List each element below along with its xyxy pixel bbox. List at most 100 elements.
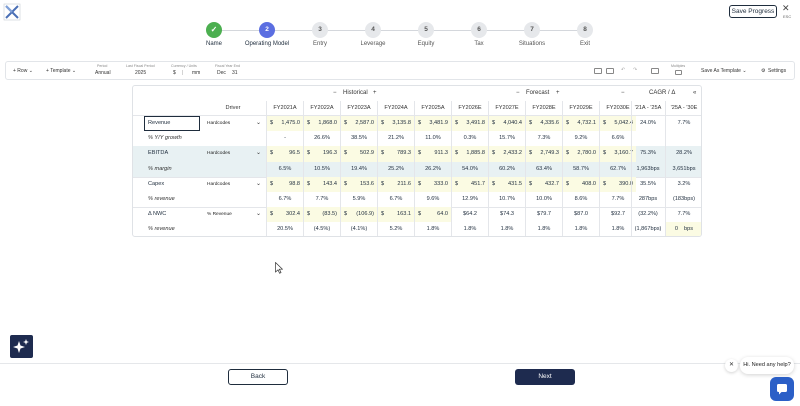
help-message[interactable]: Hi. Need any help? [740, 357, 794, 374]
save-progress-button[interactable]: Save Progress [729, 5, 777, 18]
value-cell[interactable]: $1,475.0 [267, 116, 303, 132]
value-cell[interactable]: $431.5 [489, 176, 525, 192]
value-cell[interactable]: $333.0 [415, 176, 451, 192]
ai-assist-button[interactable] [10, 335, 33, 358]
driver-select[interactable]: Hardcodes [207, 151, 231, 157]
app-logo-icon[interactable] [3, 3, 21, 21]
step-entry[interactable]: 3 Entry [294, 22, 346, 47]
close-icon[interactable]: ✕ [725, 359, 738, 372]
step-name[interactable]: ✓ Name [188, 22, 240, 47]
step-leverage[interactable]: 4 Leverage [347, 22, 399, 47]
step-operating-model[interactable]: 2 Operating Model [241, 22, 293, 47]
back-button[interactable]: Back [228, 369, 288, 385]
driver-select[interactable]: Hardcodes [207, 181, 231, 187]
step-exit[interactable]: 8 Exit [559, 22, 611, 47]
value-cell[interactable]: $211.6 [378, 176, 414, 192]
row-label[interactable]: Δ NWC [148, 211, 167, 218]
column-divider [451, 101, 452, 236]
value-cell[interactable]: $153.6 [341, 176, 377, 192]
close-icon[interactable]: ✕ [782, 3, 790, 13]
collapse-icon[interactable]: « [693, 90, 697, 96]
value-cell[interactable]: $96.5 [267, 146, 303, 162]
value-cell[interactable]: $4,732.1 [563, 116, 599, 132]
minus-icon[interactable]: − [621, 90, 625, 96]
value-cell[interactable]: $408.0 [563, 176, 599, 192]
minus-icon[interactable]: − [516, 90, 520, 96]
value-cell[interactable]: $911.3 [415, 146, 451, 162]
cell-value: 10.5% [314, 165, 330, 172]
value-cell[interactable]: $163.1 [378, 207, 414, 223]
chevron-down-icon[interactable]: ⌄ [256, 120, 262, 126]
chevron-down-icon[interactable]: ⌄ [256, 180, 262, 187]
settings-button[interactable]: Settings [768, 68, 787, 74]
driver-select[interactable]: % Revenue [207, 212, 232, 218]
step-situations[interactable]: 7 Situations [506, 22, 558, 47]
value-cell[interactable]: $789.3 [378, 146, 414, 162]
units-select[interactable]: mm [192, 70, 201, 76]
value-cell[interactable]: $4,040.4 [489, 116, 525, 132]
minus-icon[interactable]: − [333, 90, 337, 96]
next-button[interactable]: Next [515, 369, 575, 385]
row-label[interactable]: % revenue [148, 226, 175, 233]
plus-icon[interactable]: + [373, 90, 377, 96]
value-cell[interactable]: $98.8 [267, 176, 303, 192]
cell-value: 153.6 [360, 180, 374, 187]
value-cell[interactable]: $302.4 [267, 207, 303, 223]
step-tax[interactable]: 6 Tax [453, 22, 505, 47]
value-cell[interactable]: $451.7 [452, 176, 488, 192]
comment-icon[interactable] [651, 68, 659, 74]
value-cell[interactable]: $390.0 [600, 176, 636, 192]
value-cell[interactable]: $64.0 [415, 207, 451, 223]
step-equity[interactable]: 5 Equity [400, 22, 452, 47]
plus-icon[interactable]: + [556, 90, 560, 96]
redo-icon[interactable]: ↷ [633, 67, 638, 73]
currency-select[interactable]: $ [173, 70, 176, 76]
value-cell[interactable]: $143.4 [304, 176, 340, 192]
value-cell[interactable]: $1,868.0 [304, 116, 340, 132]
value-cell[interactable]: $3,481.9 [415, 116, 451, 132]
value-cell[interactable]: $4,335.6 [526, 116, 562, 132]
column-divider [665, 101, 666, 236]
row-label[interactable]: EBITDA [148, 150, 169, 157]
add-template-button[interactable]: + Template ⌄ [46, 68, 77, 74]
table-subrow: % revenue 6.7% 7.7% 5.9% 6.7% 9.6% 12.9% 10.7% 1… [133, 192, 701, 207]
chevron-down-icon[interactable]: ⌄ [256, 211, 262, 218]
row-label[interactable]: % margin [148, 165, 172, 172]
row-label[interactable]: Capex [148, 180, 165, 187]
value-cell[interactable]: $ (83.5) [304, 207, 340, 223]
value-cell[interactable]: $2,433.2 [489, 146, 525, 162]
value-cell[interactable]: $ (106.9) [341, 207, 377, 223]
cagr-cell[interactable]: 0 bps [665, 222, 701, 236]
value-cell[interactable]: $432.7 [526, 176, 562, 192]
last-fiscal-input[interactable]: 2025 [135, 70, 147, 76]
value-cell[interactable]: $196.3 [304, 146, 340, 162]
value-cell[interactable]: $3,160.7 [600, 146, 636, 162]
multiples-dropdown[interactable] [675, 70, 682, 75]
chevron-down-icon[interactable]: ⌄ [256, 150, 262, 157]
row-label[interactable]: % Y/Y growth [148, 135, 182, 142]
value-cell[interactable]: $3,135.8 [378, 116, 414, 132]
value-cell[interactable]: $5,042.4 [600, 116, 636, 132]
cell-value: $79.7 [537, 211, 551, 218]
value-cell[interactable]: $3,491.8 [452, 116, 488, 132]
layout-icon[interactable] [606, 68, 614, 74]
value-cell[interactable]: $1,885.8 [452, 146, 488, 162]
value-cell[interactable]: $2,780.0 [563, 146, 599, 162]
chat-launcher-button[interactable] [770, 377, 794, 401]
table-icon[interactable] [594, 68, 602, 74]
add-row-button[interactable]: + Row ⌄ [13, 68, 33, 74]
save-template-button[interactable]: Save As Template ⌄ [701, 68, 747, 74]
cell-value: 19.4% [351, 165, 367, 172]
driver-select[interactable]: Hardcodes [207, 121, 231, 126]
period-select[interactable]: Annual [95, 70, 111, 76]
value-cell[interactable]: $2,587.0 [341, 116, 377, 132]
fiscal-end-day[interactable]: 31 [232, 70, 238, 76]
undo-icon[interactable]: ↶ [621, 67, 626, 73]
gear-icon[interactable]: ⚙ [761, 68, 766, 74]
cell-value: 3,160.7 [614, 150, 633, 157]
value-cell[interactable]: $2,749.3 [526, 146, 562, 162]
row-label[interactable]: % revenue [148, 196, 175, 202]
row-label[interactable]: Revenue [148, 120, 171, 126]
fiscal-end-month[interactable]: Dec [217, 70, 226, 76]
value-cell[interactable]: $502.9 [341, 146, 377, 162]
